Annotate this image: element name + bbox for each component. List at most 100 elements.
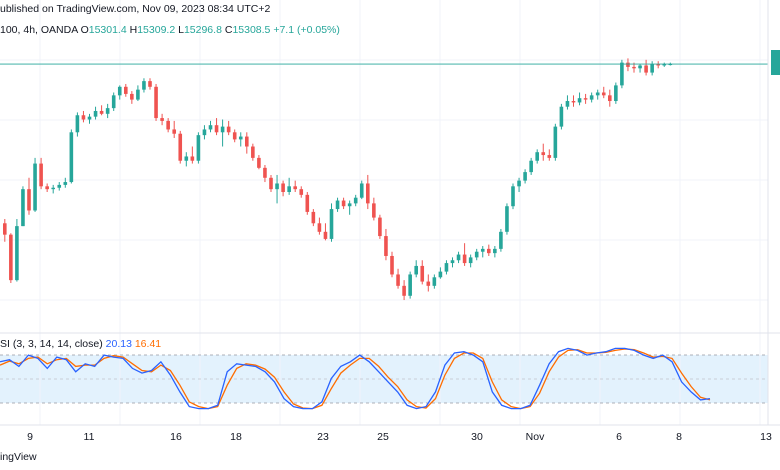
candle <box>99 105 104 116</box>
candle <box>287 177 291 195</box>
candle <box>384 228 388 261</box>
current-price-badge <box>771 50 780 75</box>
candle-body <box>505 206 509 232</box>
stoch-rsi-name: SI (3, 3, 14, 14, close) <box>0 338 103 350</box>
candle-body <box>9 234 13 281</box>
candle-body <box>335 200 340 210</box>
candle <box>432 274 437 289</box>
candle-body <box>208 125 213 130</box>
candle <box>341 197 346 210</box>
candle-body <box>81 115 86 120</box>
candle <box>608 89 612 107</box>
candle <box>565 95 570 110</box>
candle <box>15 219 19 282</box>
candle <box>323 223 328 241</box>
candle <box>456 251 461 264</box>
candle <box>644 59 648 76</box>
candle <box>614 82 618 104</box>
candle <box>329 203 334 242</box>
candle <box>553 123 558 161</box>
candle <box>480 246 485 258</box>
candle <box>347 200 352 215</box>
candle-body <box>577 98 582 103</box>
candle-body <box>214 125 219 133</box>
candle <box>305 192 310 215</box>
candle-body <box>535 152 539 161</box>
candle-body <box>154 86 158 119</box>
candle <box>638 64 642 73</box>
candle-body <box>287 186 291 193</box>
candle <box>275 174 279 204</box>
time-axis-ticks: 9 11 16 18 23 25 30 Nov 6 8 13 <box>27 431 772 443</box>
candle-body <box>396 274 400 286</box>
candle <box>245 132 249 154</box>
candle <box>444 260 449 275</box>
candle-body <box>408 274 412 296</box>
candle-body <box>202 129 207 136</box>
candle-body <box>626 62 630 67</box>
candle-body <box>468 257 473 264</box>
candle-body <box>130 93 134 100</box>
candle-body <box>39 163 43 187</box>
candle <box>438 267 443 279</box>
candle <box>517 177 521 193</box>
candle <box>311 209 316 227</box>
candle-body <box>178 133 183 161</box>
candle-body <box>263 167 267 178</box>
candle <box>366 174 370 210</box>
candle <box>3 219 7 242</box>
candle-body <box>601 92 606 96</box>
x-tick-label: Nov <box>526 431 545 443</box>
candle <box>232 129 237 143</box>
candle-body <box>172 129 176 134</box>
low-label: L <box>178 24 184 36</box>
candle-body <box>317 223 322 232</box>
change-value: +7.1 (+0.05%) <box>273 24 340 36</box>
candle-body <box>595 92 600 96</box>
candle <box>589 92 594 103</box>
candle <box>9 233 13 283</box>
candle <box>656 61 660 69</box>
candle <box>75 112 80 137</box>
candle <box>335 197 340 212</box>
candle-body <box>420 265 425 282</box>
candle <box>117 85 122 100</box>
candle <box>317 217 322 235</box>
candle-body <box>117 86 122 96</box>
candle <box>130 91 134 104</box>
candle <box>166 118 170 133</box>
candle-body <box>608 95 612 102</box>
candle <box>487 244 491 256</box>
candle <box>462 243 467 266</box>
candle-body <box>565 101 570 107</box>
candle <box>620 59 624 89</box>
candle-body <box>644 65 648 73</box>
candle-body <box>257 157 261 168</box>
candle-body <box>245 136 249 147</box>
candle <box>226 120 231 136</box>
candle-body <box>51 187 55 190</box>
candle <box>27 177 31 215</box>
candle <box>196 132 201 164</box>
candle-body <box>499 231 503 249</box>
ohlc-legend: 100, 4h, OANDA O15301.4 H15309.2 L15296.… <box>0 24 340 36</box>
candle <box>420 260 425 285</box>
stoch-rsi-legend: SI (3, 3, 14, 14, close) 20.13 16.41 <box>0 338 161 350</box>
candle-body <box>87 116 92 120</box>
candle-body <box>438 271 443 278</box>
candles[interactable] <box>3 58 673 301</box>
candle-body <box>656 64 660 66</box>
candle <box>111 92 116 111</box>
candle <box>529 157 533 175</box>
candle-body <box>226 126 231 133</box>
candle <box>269 174 273 193</box>
candle <box>39 157 43 190</box>
candle <box>541 143 546 161</box>
candle <box>493 246 497 258</box>
candle-body <box>220 126 225 133</box>
candle <box>154 83 158 121</box>
candle <box>571 95 576 107</box>
x-tick-label: 30 <box>471 431 483 443</box>
candle-body <box>372 203 376 218</box>
candle-body <box>281 183 285 193</box>
